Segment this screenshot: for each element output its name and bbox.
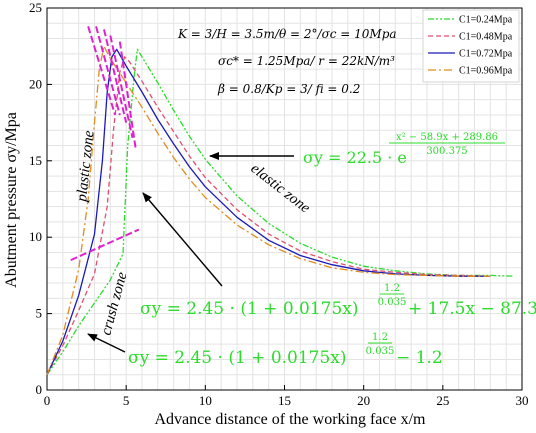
equation-plastic-rest: + 17.5x − 87.3 [408,299,536,319]
param-line-1: K = 3/H = 3.5m/θ = 2°/σc = 10Mpa [177,27,397,41]
param-line-3: β = 0.8/Kp = 3/ fi = 0.2 [217,82,360,96]
y-tick-label: 0 [36,382,43,397]
arrow-plastic [142,192,223,287]
zone-boundary-line [87,26,117,116]
series-group [46,45,515,376]
equation-plastic-lhs: σy = 2.45 · (1 + 0.0175x) [140,299,359,319]
x-axis-label: Advance distance of the working face x/m [154,411,426,428]
equation-plastic-exp-den: 0.035 [378,297,407,308]
x-tick-label: 5 [123,393,130,408]
series-line-c1-0-96mpa [46,45,491,375]
zone-boundary-line [103,29,128,123]
y-tick-label: 25 [29,0,42,15]
ticks: 0 5 10 15 20 25 30 0 5 10 15 20 25 [29,0,529,408]
zone-boundary-line [118,41,137,149]
y-tick-label: 15 [29,153,42,168]
y-axis-label: Abutment pressure σy/Mpa [3,112,20,288]
equation-elastic-lhs: σy = 22.5 · e [303,148,407,167]
arrow-crush [87,333,126,353]
equation-elastic: σy = 22.5 · e x² − 58.9x + 289.86 300.37… [303,132,505,167]
legend: C1=0.24Mpa C1=0.48Mpa C1=0.72Mpa C1=0.96Mpa [422,9,520,83]
x-tick-label: 25 [436,393,449,408]
equation-plastic-exp-num: 1.2 [384,283,400,294]
zone-boundary-lines [70,26,140,262]
x-tick-label: 20 [357,393,370,408]
legend-label: C1=0.96Mpa [459,66,513,77]
series-line-c1-0-48mpa [46,56,491,376]
x-tick-label: 15 [278,393,291,408]
equation-crush-lhs: σy = 2.45 · (1 + 0.0175x) [128,348,347,368]
equation-crush-rest: − 1.2 [396,348,443,368]
zone-boundary-line [95,26,121,116]
equation-elastic-exp-den: 300.375 [426,146,467,157]
x-tick-label: 30 [516,393,529,408]
zone-boundary-line [109,35,134,139]
equation-crush-exp-num: 1.2 [372,332,388,343]
y-tick-label: 5 [36,306,43,321]
legend-label: C1=0.72Mpa [459,49,513,60]
series-line-c1-0-72mpa [46,48,491,375]
param-line-2: σc* = 1.25Mpa/ r = 22kN/m³ [218,54,395,68]
x-tick-label: 10 [199,393,212,408]
y-tick-label: 10 [29,229,42,244]
plastic-zone-label: plastic zone [74,130,97,204]
series-line-c1-0-24mpa [46,48,515,376]
legend-label: C1=0.48Mpa [459,32,513,43]
grid [47,8,522,390]
equation-elastic-exp-num: x² − 58.9x + 289.86 [396,132,498,143]
equation-crush: σy = 2.45 · (1 + 0.0175x) 1.2 0.035 − 1.… [128,332,443,368]
equation-plastic: σy = 2.45 · (1 + 0.0175x) 1.2 0.035 + 17… [140,283,536,319]
y-tick-label: 20 [29,76,42,91]
equation-crush-exp-den: 0.035 [366,346,395,357]
x-tick-label: 0 [44,393,51,408]
zone-boundary-line [70,228,140,262]
legend-label: C1=0.24Mpa [459,15,513,26]
